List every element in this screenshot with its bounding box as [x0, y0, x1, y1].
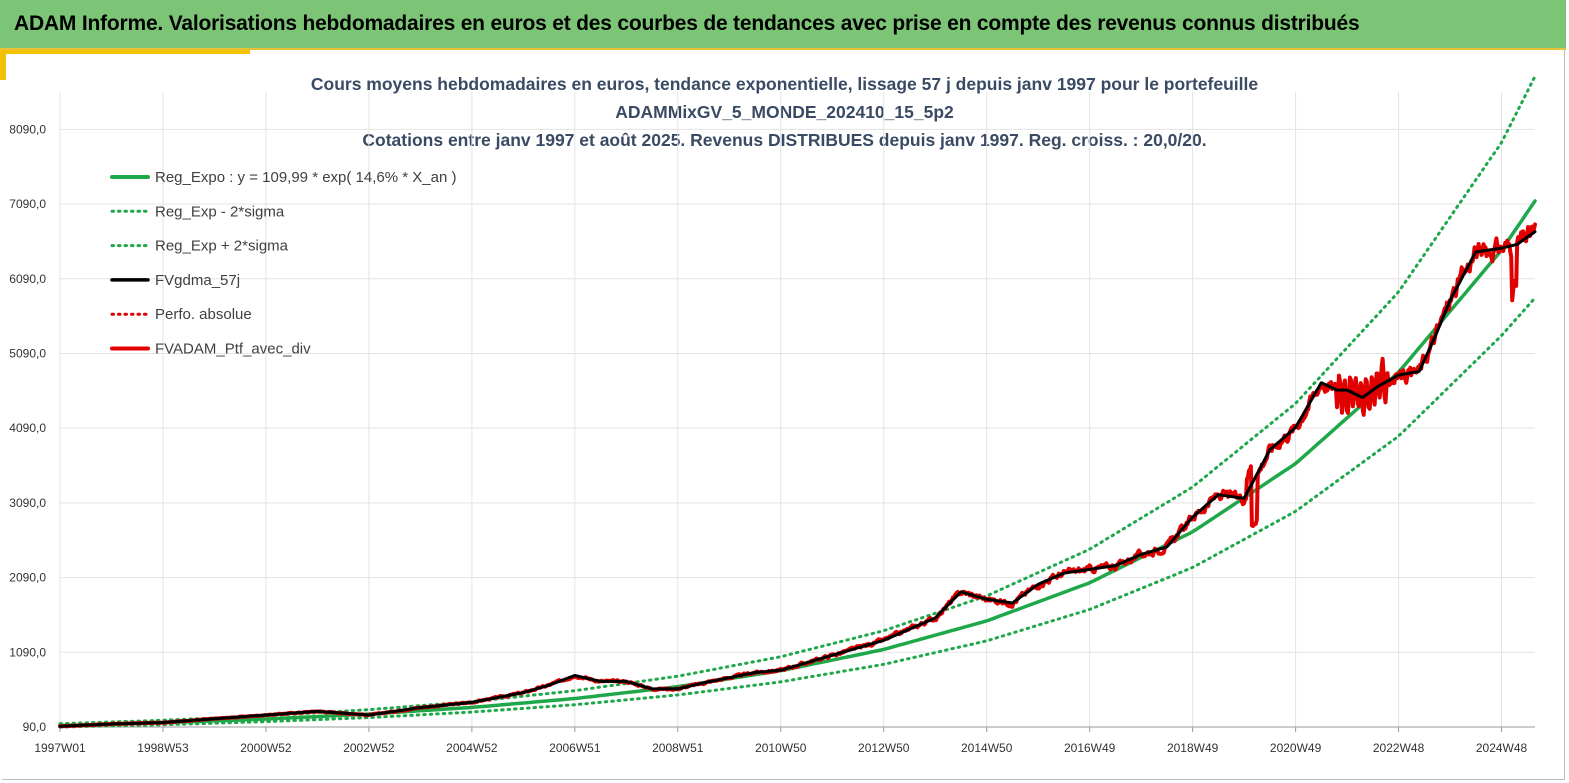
legend-label: Reg_Exp + 2*sigma: [155, 238, 289, 255]
x-tick-label: 2014W50: [961, 741, 1013, 755]
chart-frame: [2, 50, 1565, 780]
accent-bar-left: [0, 50, 6, 80]
report-title: ADAM Informe. Valorisations hebdomadaire…: [14, 12, 1360, 35]
y-tick-label: 90,0: [23, 720, 47, 734]
chart-subtitle-2: Cotations entre janv 1997 et août 2025. …: [362, 130, 1207, 150]
x-tick-label: 2006W51: [549, 741, 601, 755]
y-tick-label: 7090,0: [9, 197, 46, 211]
report-banner: ADAM Informe. Valorisations hebdomadaire…: [0, 0, 1566, 50]
y-tick-label: 5090,0: [9, 346, 46, 360]
y-tick-label: 8090,0: [9, 122, 46, 136]
series-lines: [58, 74, 1537, 729]
x-tick-label: 2018W49: [1167, 741, 1219, 755]
series-line-3: [58, 230, 1537, 728]
y-tick-label: 1090,0: [9, 645, 46, 659]
x-tick-label: 2002W52: [343, 741, 395, 755]
x-tick-label: 2020W49: [1270, 741, 1322, 755]
x-tick-label: 1998W53: [137, 741, 189, 755]
grid-lines: [59, 92, 1535, 728]
x-tick-label: 2024W48: [1476, 741, 1528, 755]
axes: 90,0 1090,0 2090,0 3090,0 4090,0 5090,0 6090,0…: [9, 122, 1535, 755]
series-line-1: [58, 296, 1537, 729]
accent-bar-top: [0, 50, 250, 54]
legend-label: Reg_Expo : y = 109,99 * exp( 14,6% * X_a…: [155, 169, 456, 186]
y-tick-label: 6090,0: [9, 272, 46, 286]
legend-label: FVADAM_Ptf_avec_div: [155, 341, 311, 358]
legend-label: Reg_Exp - 2*sigma: [155, 203, 285, 220]
series-line-5: [58, 222, 1537, 729]
chart-title-block: Cours moyens hebdomadaires en euros, ten…: [0, 70, 1569, 154]
y-tick-label: 3090,0: [9, 496, 46, 510]
legend-label: Perfo. absolue: [155, 306, 252, 323]
x-tick-label: 1997W01: [34, 741, 86, 755]
x-tick-label: 2016W49: [1064, 741, 1116, 755]
x-tick-label: 2008W51: [652, 741, 704, 755]
x-tick-label: 2004W52: [446, 741, 498, 755]
x-tick-label: 2012W50: [858, 741, 910, 755]
legend-label: FVgdma_57j: [155, 272, 240, 289]
chart-subtitle: ADAMMixGV_5_MONDE_202410_15_5p2: [615, 102, 954, 122]
chart-title: Cours moyens hebdomadaires en euros, ten…: [310, 74, 1259, 94]
y-tick-label: 2090,0: [9, 571, 46, 585]
legend: Reg_Expo : y = 109,99 * exp( 14,6% * X_a…: [110, 169, 456, 358]
x-tick-label: 2022W48: [1373, 741, 1425, 755]
x-tick-label: 2010W50: [755, 741, 807, 755]
y-tick-label: 4090,0: [9, 421, 46, 435]
x-tick-label: 2000W52: [240, 741, 292, 755]
series-line-0: [58, 199, 1537, 728]
